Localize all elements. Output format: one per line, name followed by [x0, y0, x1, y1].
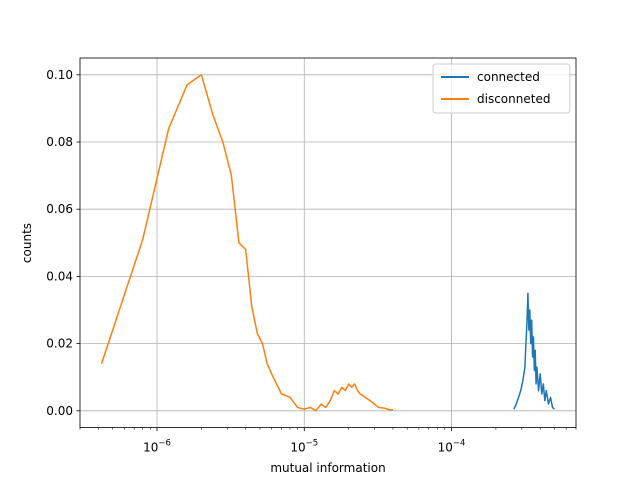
series-line-1: [100, 74, 393, 412]
grid: [80, 58, 576, 428]
plot-lines: [100, 74, 555, 412]
x-tick-label: 10−6: [143, 439, 171, 455]
x-tick-label: 10−4: [438, 439, 466, 455]
axes-frame: [79, 57, 577, 429]
x-tick-label: 10−5: [290, 439, 318, 455]
y-tick-label: 0.08: [46, 135, 73, 149]
y-tick-label: 0.02: [46, 337, 73, 351]
legend: connected disconneted: [432, 63, 571, 114]
series-line-0: [513, 292, 555, 410]
y-axis-label: counts: [20, 223, 34, 263]
y-tick-label: 0.06: [46, 202, 73, 216]
ticks: 0.00 0.02 0.04 0.06 0.08 0.10 10−6 10−5 10−4: [46, 68, 577, 455]
x-axis-label: mutual information: [270, 461, 385, 475]
y-tick-label: 0.00: [46, 404, 73, 418]
legend-label: connected: [477, 70, 540, 84]
legend-label: disconneted: [477, 92, 550, 106]
y-tick-label: 0.10: [46, 68, 73, 82]
y-tick-label: 0.04: [46, 269, 73, 283]
